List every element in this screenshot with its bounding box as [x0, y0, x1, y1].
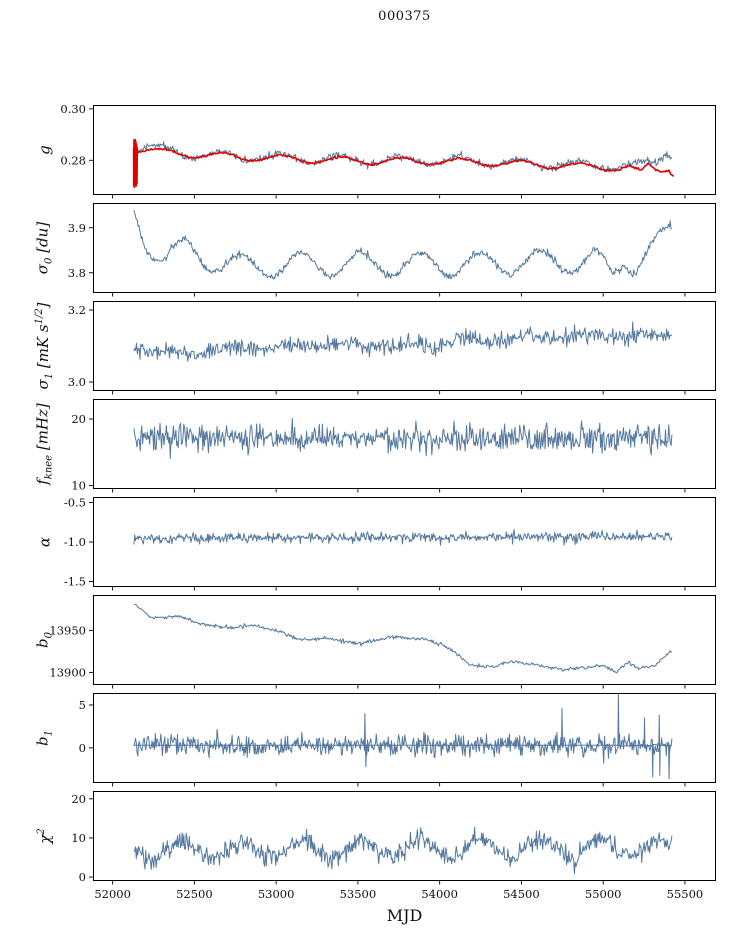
y-tick-label: 20 — [71, 792, 86, 806]
subplot-alpha: α -0.5 -1.0 -1.5 — [36, 496, 716, 591]
subplot-canvas-sigma0: 3.8 3.9 — [68, 203, 716, 297]
y-tick-label: 0 — [79, 870, 86, 884]
series-fknee — [133, 417, 673, 460]
x-tick-label: 53500 — [340, 887, 377, 901]
y-tick-label: 3.9 — [68, 221, 86, 235]
series-sigma0 — [133, 209, 673, 280]
x-tick-label: 53000 — [258, 887, 295, 901]
y-tick-label: -0.5 — [64, 496, 86, 510]
y-tick-label: -1.5 — [64, 574, 86, 588]
axes-spines — [93, 399, 716, 489]
x-axis-label: MJD — [386, 906, 423, 925]
axes-spines — [93, 203, 716, 293]
series-fit-spike — [132, 138, 139, 189]
subplot-b0: b0 13900 13950 — [34, 595, 716, 689]
x-tick-label: 54000 — [421, 887, 458, 901]
y-tick-label: 13900 — [49, 665, 86, 679]
series-b1 — [133, 728, 673, 764]
series-gain — [133, 141, 673, 173]
series-fit — [133, 147, 675, 177]
axes-spines — [93, 791, 716, 881]
x-tick-label: 52000 — [94, 887, 131, 901]
y-tick-label: 10 — [71, 831, 86, 845]
axes-spines — [93, 693, 716, 783]
subplot-canvas-g: 0.28 0.30 — [60, 102, 716, 199]
y-tick-label: -1.0 — [64, 535, 86, 549]
axes-spines — [93, 105, 716, 195]
subplot-canvas-b1: 05 — [79, 693, 716, 787]
x-tick-label: 52500 — [176, 887, 213, 901]
series-b0 — [133, 603, 673, 674]
y-tick-label: 13950 — [49, 623, 86, 637]
subplot-sigma1: σ1 [mK s1/2] 3.0 3.2 — [34, 301, 716, 395]
series-b1-spikes — [133, 693, 672, 780]
subplot-b1: b1 0 5 — [34, 693, 716, 787]
subplot-canvas-fknee: 10 20 — [71, 399, 716, 493]
subplot-canvas-b0: 13900 13950 — [49, 595, 716, 689]
subplot-canvas-sigma1: 3.0 3.2 — [68, 301, 716, 395]
series-chi2 — [133, 826, 673, 875]
figure-title: 000375 — [378, 9, 431, 24]
subplot-canvas-alpha: -0.5 -1.0 -1.5 — [64, 496, 716, 591]
y-tick-label: 0 — [79, 741, 86, 755]
y-tick-label: 0.28 — [60, 153, 86, 167]
y-tick-label: 10 — [71, 479, 86, 493]
x-tick-label: 55500 — [667, 887, 704, 901]
series-sigma1 — [133, 321, 672, 362]
subplot-fknee: fknee [mHz] 10 20 — [34, 399, 716, 493]
series-alpha — [133, 529, 673, 546]
axes-spines — [93, 497, 716, 587]
y-axis-label-chi2: χ2 — [36, 828, 54, 844]
subplot-sigma0: σ0 [du] 3.8 3.9 — [34, 203, 716, 297]
y-tick-label: 20 — [71, 412, 86, 426]
x-tick-label: 54500 — [503, 887, 540, 901]
axes-spines — [93, 301, 716, 391]
subplot-canvas-chi2: 0 10 20 52000 52500 53000 53500 54000 54500 55000… — [71, 791, 716, 901]
subplot-chi2: χ2 0 10 20 52000 52500 53000 53500 54000 54500 550… — [36, 791, 716, 901]
axes-spines — [93, 595, 716, 685]
y-tick-label: 5 — [79, 698, 86, 712]
y-tick-label: 0.30 — [60, 102, 86, 116]
x-tick-label: 55000 — [585, 887, 622, 901]
subplot-g: g 0.28 0.30 — [36, 102, 716, 199]
y-tick-label: 3.8 — [68, 266, 86, 280]
y-tick-label: 3.0 — [68, 375, 86, 389]
y-tick-label: 3.2 — [68, 303, 86, 317]
subplot-stack: g 0.28 0.30 σ0 [du] 3.8 3.9 σ1 [mK s1/2] 3.0 3.2… — [34, 102, 716, 901]
